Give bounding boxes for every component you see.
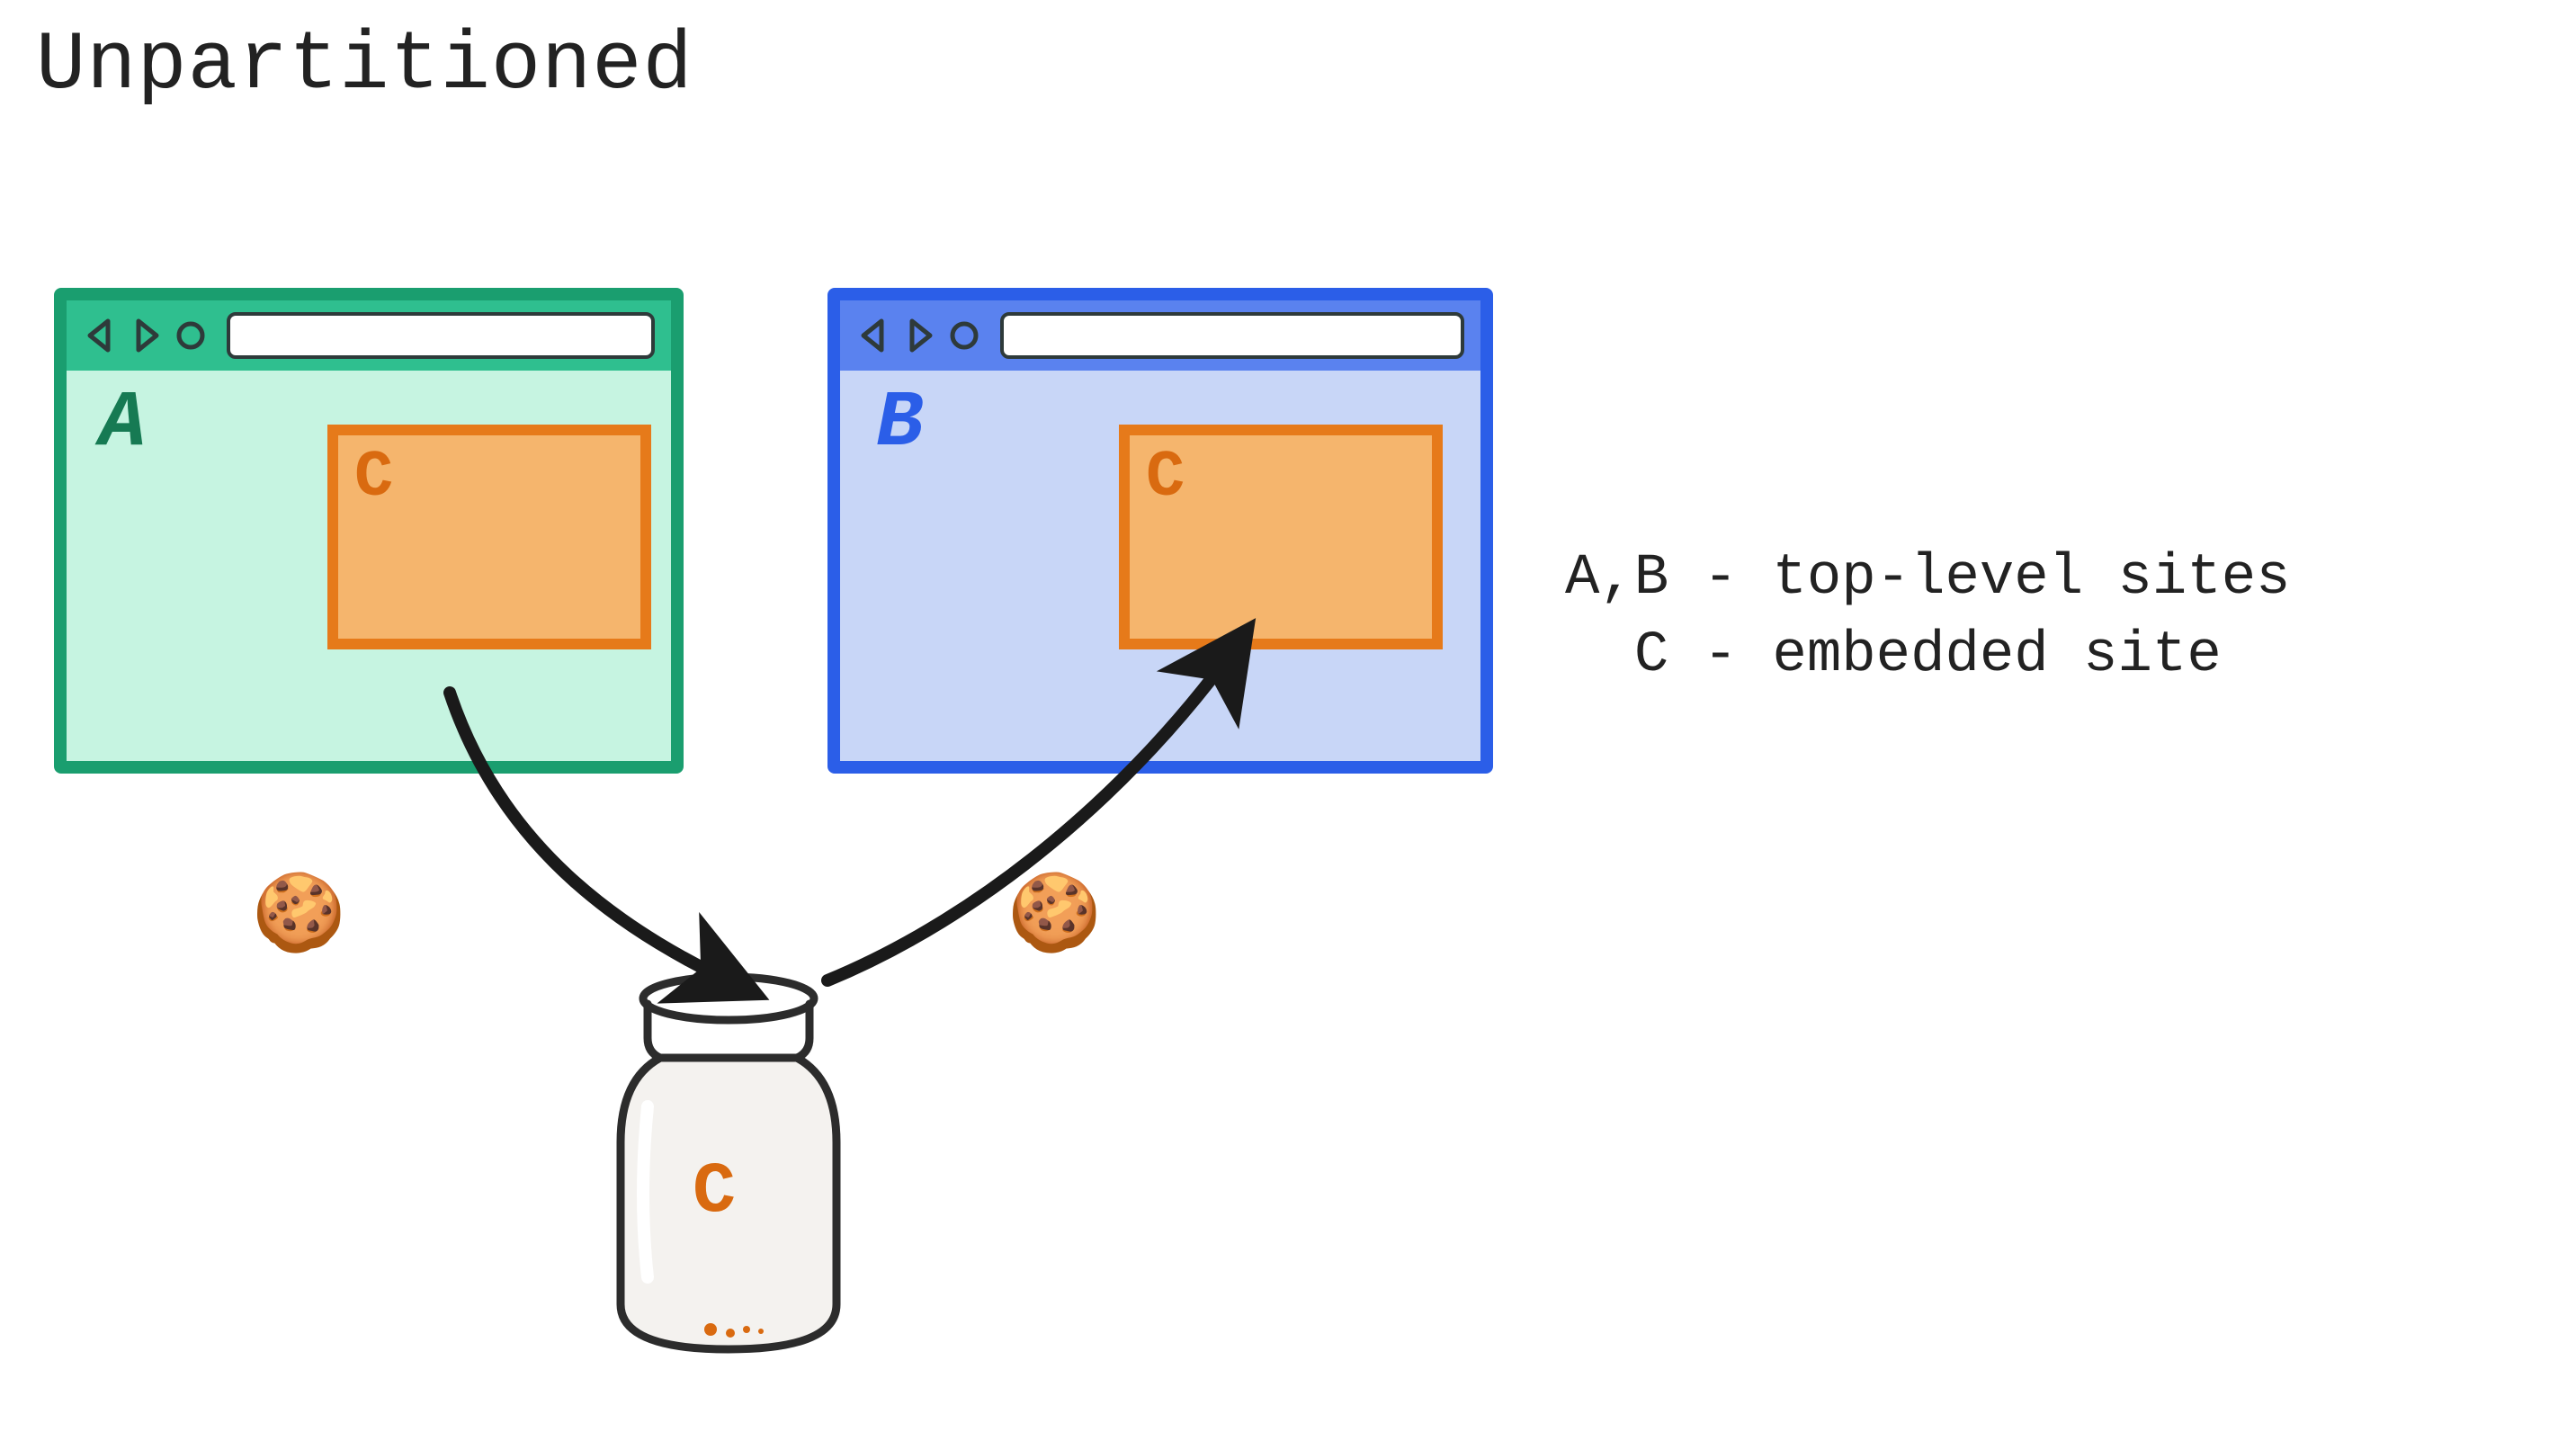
site-b-label: B [876,380,924,469]
browser-b-viewport: B C [840,371,1480,761]
back-icon [856,318,892,354]
forward-icon [901,318,937,354]
forward-icon [128,318,164,354]
reload-icon [946,318,982,354]
url-bar [1000,312,1464,359]
legend-line-1: A,B - top-level sites [1565,546,2291,611]
cookie-icon: 🍪 [1007,882,1102,957]
cookie-icon: 🍪 [252,882,346,957]
url-bar [227,312,655,359]
jar-c-label: C [693,1151,736,1233]
embed-c-label: C [1146,441,1185,515]
diagram-stage: Unpartitioned A,B - top-level sites C - … [0,0,2576,1450]
browser-a-viewport: A C [67,371,671,761]
browser-window-a: A C [54,288,684,774]
embed-c-label: C [354,441,393,515]
browser-b-toolbar [840,300,1480,371]
browser-window-b: B C [827,288,1493,774]
back-icon [83,318,119,354]
browser-a-toolbar [67,300,671,371]
embedded-frame-c-in-a: C [327,425,651,649]
diagram-legend: A,B - top-level sites C - embedded site [1565,540,2291,695]
embedded-frame-c-in-b: C [1119,425,1443,649]
diagram-title: Unpartitioned [36,18,693,112]
site-a-label: A [99,380,147,469]
reload-icon [173,318,209,354]
legend-line-2: C - embedded site [1565,623,2222,688]
